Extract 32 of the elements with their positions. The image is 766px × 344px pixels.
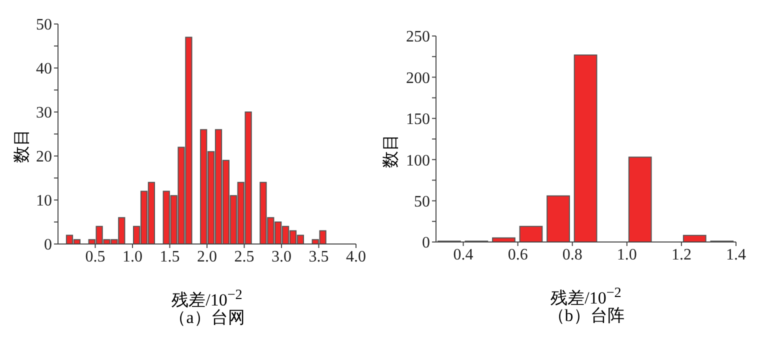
x-tick-label: 0.5 bbox=[85, 248, 106, 266]
y-tick-label: 0 bbox=[44, 236, 52, 254]
x-tick-label: 0.4 bbox=[453, 246, 474, 264]
x-tick-label: 2.0 bbox=[197, 248, 217, 266]
y-tick-label: 30 bbox=[36, 104, 52, 122]
y-tick-label: 50 bbox=[414, 193, 430, 210]
y-tick-label: 0 bbox=[422, 234, 430, 252]
text: （b）台阵 bbox=[546, 306, 626, 326]
y-tick-label: 100 bbox=[406, 152, 430, 170]
x-axis-title: 残差/10$^{−2}$ bbox=[170, 286, 242, 310]
x-tick-label: 1.0 bbox=[122, 248, 142, 266]
x-tick-label: 4.0 bbox=[346, 248, 366, 266]
x-tick-label: 1.2 bbox=[671, 246, 692, 264]
y-tick-label: 20 bbox=[36, 148, 52, 166]
y-axis-title: 数目 bbox=[381, 133, 401, 170]
x-tick-label: 1.0 bbox=[616, 246, 637, 264]
x-tick-label: 0.8 bbox=[562, 246, 582, 264]
y-tick-label: 10 bbox=[36, 192, 52, 210]
text: （a）台网 bbox=[168, 308, 246, 328]
x-tick-label: 3.0 bbox=[272, 248, 292, 266]
y-tick-label: 250 bbox=[406, 28, 430, 46]
x-axis-title: 残差/10$^{−2}$ bbox=[550, 284, 622, 308]
y-tick-label: 50 bbox=[36, 16, 52, 34]
x-tick-label: 1.4 bbox=[726, 246, 746, 264]
x-tick-label: 1.5 bbox=[160, 248, 180, 266]
x-tick-label: 0.6 bbox=[508, 246, 528, 264]
x-tick-label: 3.5 bbox=[308, 248, 329, 266]
y-tick-label: 40 bbox=[36, 60, 52, 78]
x-tick-label: 2.5 bbox=[234, 248, 254, 266]
y-axis-title: 数目 bbox=[12, 128, 32, 165]
y-tick-label: 200 bbox=[406, 70, 430, 87]
y-tick-label: 150 bbox=[406, 111, 430, 128]
